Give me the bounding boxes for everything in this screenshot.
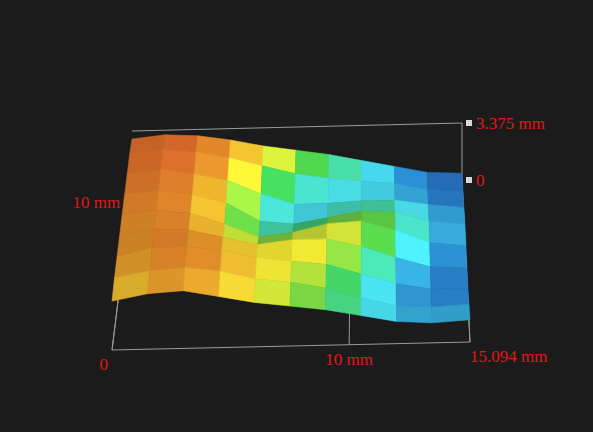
svg-text:15.094 mm: 15.094 mm [470,347,547,366]
svg-text:3.375 mm: 3.375 mm [476,114,545,133]
svg-text:0: 0 [476,171,485,190]
svg-text:10 mm: 10 mm [72,193,120,212]
svg-text:0: 0 [100,355,109,374]
svg-text:10 mm: 10 mm [325,350,373,369]
